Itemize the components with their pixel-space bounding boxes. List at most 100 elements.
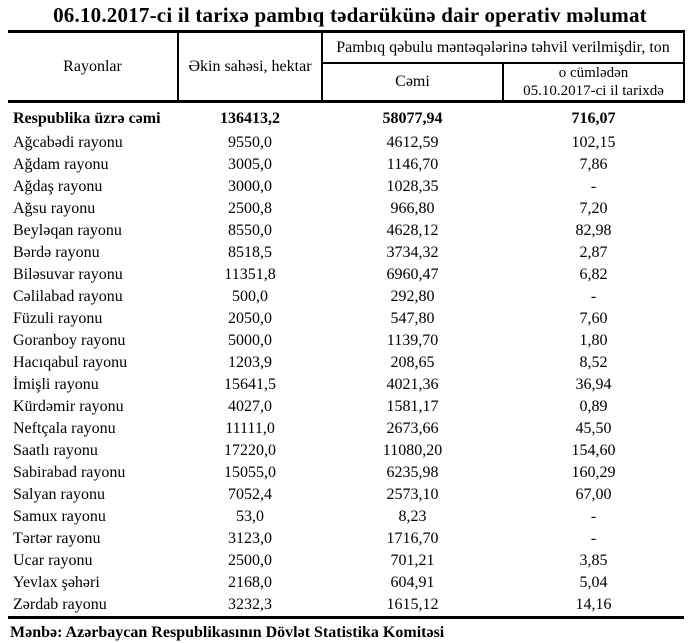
region-cell: İmişli rayonu bbox=[13, 376, 99, 393]
region-cell: Saatlı rayonu bbox=[13, 442, 98, 459]
area-cell: 11111,0 bbox=[225, 420, 275, 437]
cotton-procurement-table: Rayonlar Əkin sahəsi, hektar Pambıq qəbu… bbox=[8, 30, 686, 619]
table-row: Tərtər rayonu 3123,0 1716,70 - bbox=[8, 528, 684, 550]
area-cell: 17220,0 bbox=[224, 442, 276, 459]
region-cell: Biləsuvar rayonu bbox=[13, 266, 123, 283]
total-cell: 1615,12 bbox=[386, 596, 439, 613]
area-cell: 53,0 bbox=[236, 508, 264, 525]
region-cell: Yevlax şəhəri bbox=[13, 574, 100, 591]
region-cell: Ucar rayonu bbox=[13, 552, 93, 569]
table-row: Ucar rayonu 2500,0 701,21 3,85 bbox=[8, 550, 684, 572]
total-cell: 1139,70 bbox=[386, 332, 439, 349]
total-row-daily: 716,07 bbox=[571, 109, 616, 127]
total-row-region: Respublika üzrə cəmi bbox=[13, 109, 161, 127]
area-cell: 4027,0 bbox=[228, 398, 272, 415]
region-cell: Füzuli rayonu bbox=[13, 310, 103, 327]
report-title: 06.10.2017-ci il tarixə pambıq tədarükün… bbox=[53, 3, 647, 27]
total-cell: 208,65 bbox=[390, 354, 435, 371]
table-row: Hacıqabul rayonu 1203,9 208,65 8,52 bbox=[8, 352, 684, 374]
source-note: Mənbə: Azərbaycan Respublikasının Dövlət… bbox=[10, 624, 445, 641]
daily-cell: 5,04 bbox=[579, 574, 608, 591]
region-cell: Kürdəmir rayonu bbox=[13, 398, 124, 415]
area-cell: 3005,0 bbox=[228, 156, 272, 173]
table-row: Zərdab rayonu 3232,3 1615,12 14,16 bbox=[8, 594, 684, 618]
region-cell: Hacıqabul rayonu bbox=[13, 354, 128, 371]
table-row: Füzuli rayonu 2050,0 547,80 7,60 bbox=[8, 308, 684, 330]
table-row: Bərdə rayonu 8518,5 3734,32 2,87 bbox=[8, 242, 684, 264]
header-including-line2: 05.10.2017-ci il tarixdə bbox=[523, 83, 664, 99]
daily-cell: - bbox=[590, 508, 597, 525]
total-cell: 292,80 bbox=[390, 288, 435, 305]
total-cell: 11080,20 bbox=[382, 442, 443, 459]
region-cell: Salyan rayonu bbox=[13, 486, 105, 503]
region-cell: Goranboy rayonu bbox=[13, 332, 126, 349]
table-row: Beyləqan rayonu 8550,0 4628,12 82,98 bbox=[8, 220, 684, 242]
region-cell: Cəlilabad rayonu bbox=[13, 288, 123, 305]
daily-cell: 1,80 bbox=[579, 332, 608, 349]
total-cell: 4021,36 bbox=[386, 376, 439, 393]
area-cell: 7052,4 bbox=[228, 486, 272, 503]
area-cell: 8550,0 bbox=[228, 222, 272, 239]
region-cell: Sabirabad rayonu bbox=[13, 464, 126, 481]
table-row: Yevlax şəhəri 2168,0 604,91 5,04 bbox=[8, 572, 684, 594]
table-body: Respublika üzrə cəmi 136413,2 58077,94 7… bbox=[8, 102, 684, 618]
table-row: Biləsuvar rayonu 11351,8 6960,47 6,82 bbox=[8, 264, 684, 286]
total-cell: 604,91 bbox=[390, 574, 435, 591]
area-cell: 9550,0 bbox=[228, 134, 272, 151]
daily-cell: 160,29 bbox=[571, 464, 616, 481]
table-row: Kürdəmir rayonu 4027,0 1581,17 0,89 bbox=[8, 396, 684, 418]
table-row: İmişli rayonu 15641,5 4021,36 36,94 bbox=[8, 374, 684, 396]
total-cell: 701,21 bbox=[390, 552, 435, 569]
region-cell: Ağdam rayonu bbox=[13, 156, 109, 173]
daily-cell: - bbox=[590, 530, 597, 547]
total-cell: 2573,10 bbox=[386, 486, 439, 503]
table-row: Neftçala rayonu 11111,0 2673,66 45,50 bbox=[8, 418, 684, 440]
area-cell: 8518,5 bbox=[228, 244, 272, 261]
table-row: Ağdaş rayonu 3000,0 1028,35 - bbox=[8, 176, 684, 198]
area-cell: 1203,9 bbox=[228, 354, 272, 371]
area-cell: 500,0 bbox=[232, 288, 268, 305]
header-row-2: Cəmi o cümlədən 05.10.2017-ci il tarixdə bbox=[8, 63, 686, 103]
region-cell: Neftçala rayonu bbox=[13, 420, 116, 437]
total-cell: 1146,70 bbox=[386, 156, 439, 173]
total-row-total: 58077,94 bbox=[382, 109, 443, 127]
total-cell: 547,80 bbox=[390, 310, 435, 327]
table-header: Rayonlar Əkin sahəsi, hektar Pambıq qəbu… bbox=[8, 31, 686, 103]
area-cell: 3232,3 bbox=[228, 596, 272, 613]
daily-cell: 82,98 bbox=[575, 222, 612, 239]
area-cell: 15055,0 bbox=[224, 464, 276, 481]
area-cell: 15641,5 bbox=[224, 376, 276, 393]
daily-cell: 8,52 bbox=[579, 354, 608, 371]
total-cell: 6960,47 bbox=[386, 266, 439, 283]
region-cell: Ağcabədi rayonu bbox=[13, 134, 123, 151]
table-row: Samux rayonu 53,0 8,23 - bbox=[8, 506, 684, 528]
header-area: Əkin sahəsi, hektar bbox=[178, 31, 323, 103]
daily-cell: 102,15 bbox=[571, 134, 616, 151]
region-cell: Ağsu rayonu bbox=[13, 200, 96, 217]
table-row: Ağdam rayonu 3005,0 1146,70 7,86 bbox=[8, 154, 684, 176]
table-row: Saatlı rayonu 17220,0 11080,20 154,60 bbox=[8, 440, 684, 462]
daily-cell: 2,87 bbox=[579, 244, 608, 261]
region-cell: Beyləqan rayonu bbox=[13, 222, 122, 239]
region-cell: Tərtər rayonu bbox=[13, 530, 101, 547]
daily-cell: 7,20 bbox=[579, 200, 608, 217]
table-row: Salyan rayonu 7052,4 2573,10 67,00 bbox=[8, 484, 684, 506]
area-cell: 2500,0 bbox=[228, 552, 272, 569]
total-cell: 1028,35 bbox=[386, 178, 439, 195]
daily-cell: 6,82 bbox=[579, 266, 608, 283]
table-row: Cəlilabad rayonu 500,0 292,80 - bbox=[8, 286, 684, 308]
area-cell: 3123,0 bbox=[228, 530, 272, 547]
header-including-line1: o cümlədən bbox=[558, 65, 629, 81]
daily-cell: 36,94 bbox=[575, 376, 612, 393]
header-row-1: Rayonlar Əkin sahəsi, hektar Pambıq qəbu… bbox=[8, 31, 686, 103]
total-cell: 3734,32 bbox=[386, 244, 439, 261]
daily-cell: 7,60 bbox=[579, 310, 608, 327]
daily-cell: 7,86 bbox=[579, 156, 608, 173]
daily-cell: 14,16 bbox=[575, 596, 612, 613]
total-cell: 4612,59 bbox=[386, 134, 439, 151]
total-row: Respublika üzrə cəmi 136413,2 58077,94 7… bbox=[8, 102, 684, 133]
header-total: Cəmi bbox=[322, 63, 504, 103]
area-cell: 5000,0 bbox=[228, 332, 272, 349]
daily-cell: - bbox=[590, 178, 597, 195]
